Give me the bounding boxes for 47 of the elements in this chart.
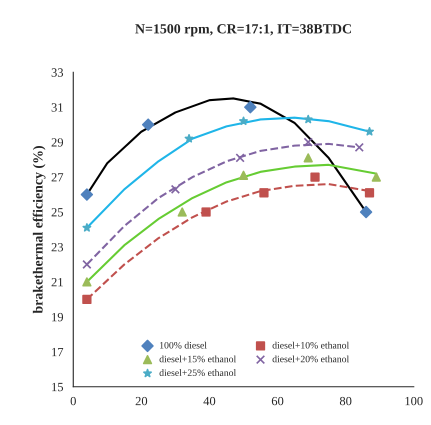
y-tick-label: 33 bbox=[52, 68, 64, 77]
point bbox=[364, 188, 374, 198]
y-tick-label: 17 bbox=[52, 348, 64, 356]
point bbox=[354, 142, 364, 152]
y-axis-title: brakethermal efficiency (%) bbox=[32, 146, 46, 314]
point bbox=[82, 277, 92, 287]
x-tick-label: 80 bbox=[340, 396, 352, 406]
y-tick-label: 29 bbox=[52, 138, 64, 147]
x-tick-label: 40 bbox=[203, 396, 216, 406]
point bbox=[170, 184, 180, 194]
point bbox=[259, 188, 269, 198]
point bbox=[178, 207, 187, 217]
y-tick-label: 27 bbox=[52, 173, 64, 182]
point bbox=[184, 134, 194, 143]
y-tick-label: 25 bbox=[52, 208, 64, 216]
legend-label: diesel+25% ethanol bbox=[160, 369, 236, 376]
point bbox=[304, 114, 313, 124]
point bbox=[142, 118, 154, 131]
legend-label: diesel+20% ethanol bbox=[272, 355, 350, 362]
chart-title: N=1500 rpm, CR=17:1, IT=38BTDC bbox=[135, 24, 351, 36]
y-tick-label: 31 bbox=[52, 103, 63, 112]
point bbox=[201, 207, 211, 217]
point bbox=[238, 170, 248, 180]
point bbox=[244, 100, 257, 114]
point bbox=[82, 260, 92, 270]
legend-label: diesel+10% ethanol bbox=[272, 342, 350, 349]
legend-label: diesel+15% ethanol bbox=[160, 355, 236, 362]
point bbox=[235, 153, 245, 163]
legend-label: 100% diesel bbox=[160, 342, 207, 349]
y-tick-label: 19 bbox=[52, 312, 64, 322]
y-tick-label: 15 bbox=[52, 382, 64, 392]
x-tick-label: 60 bbox=[272, 396, 284, 406]
point bbox=[82, 223, 92, 232]
x-tick-label: 0 bbox=[70, 396, 76, 406]
point bbox=[304, 153, 313, 163]
point bbox=[310, 172, 320, 182]
x-tick-label: 100 bbox=[405, 396, 423, 406]
point bbox=[304, 138, 313, 147]
y-tick-label: 23 bbox=[52, 243, 64, 252]
x-tick-label: 20 bbox=[136, 396, 148, 406]
point bbox=[365, 127, 374, 136]
point bbox=[80, 188, 94, 201]
point bbox=[360, 206, 372, 218]
point bbox=[239, 116, 248, 126]
point bbox=[82, 294, 92, 304]
y-tick-label: 21 bbox=[52, 278, 63, 286]
point bbox=[372, 172, 381, 182]
